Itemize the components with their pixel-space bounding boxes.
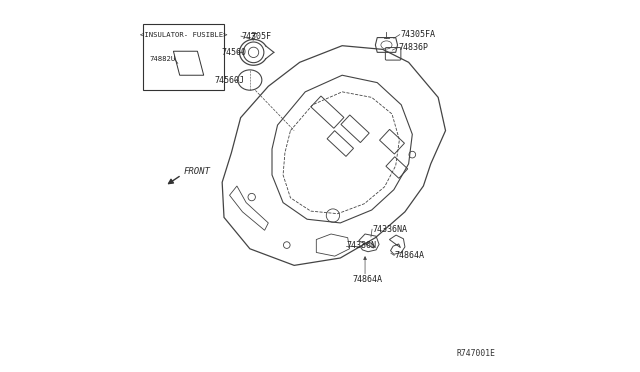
Text: 74882U: 74882U [149,56,175,62]
Text: R747001E: R747001E [456,349,495,358]
Text: 74336N: 74336N [347,241,376,250]
Text: 74836P: 74836P [398,43,428,52]
Text: FRONT: FRONT [184,167,211,176]
Text: 74305F: 74305F [242,32,272,41]
Text: 74560J: 74560J [215,76,244,84]
Text: 74560: 74560 [221,48,246,57]
Text: 74336NA: 74336NA [372,225,408,234]
Text: 74864A: 74864A [352,275,382,284]
Text: 74864A: 74864A [395,251,425,260]
Text: 74305FA: 74305FA [401,30,435,39]
Text: <INSULATOR- FUSIBLE>: <INSULATOR- FUSIBLE> [140,32,227,38]
Bar [143,23,224,90]
